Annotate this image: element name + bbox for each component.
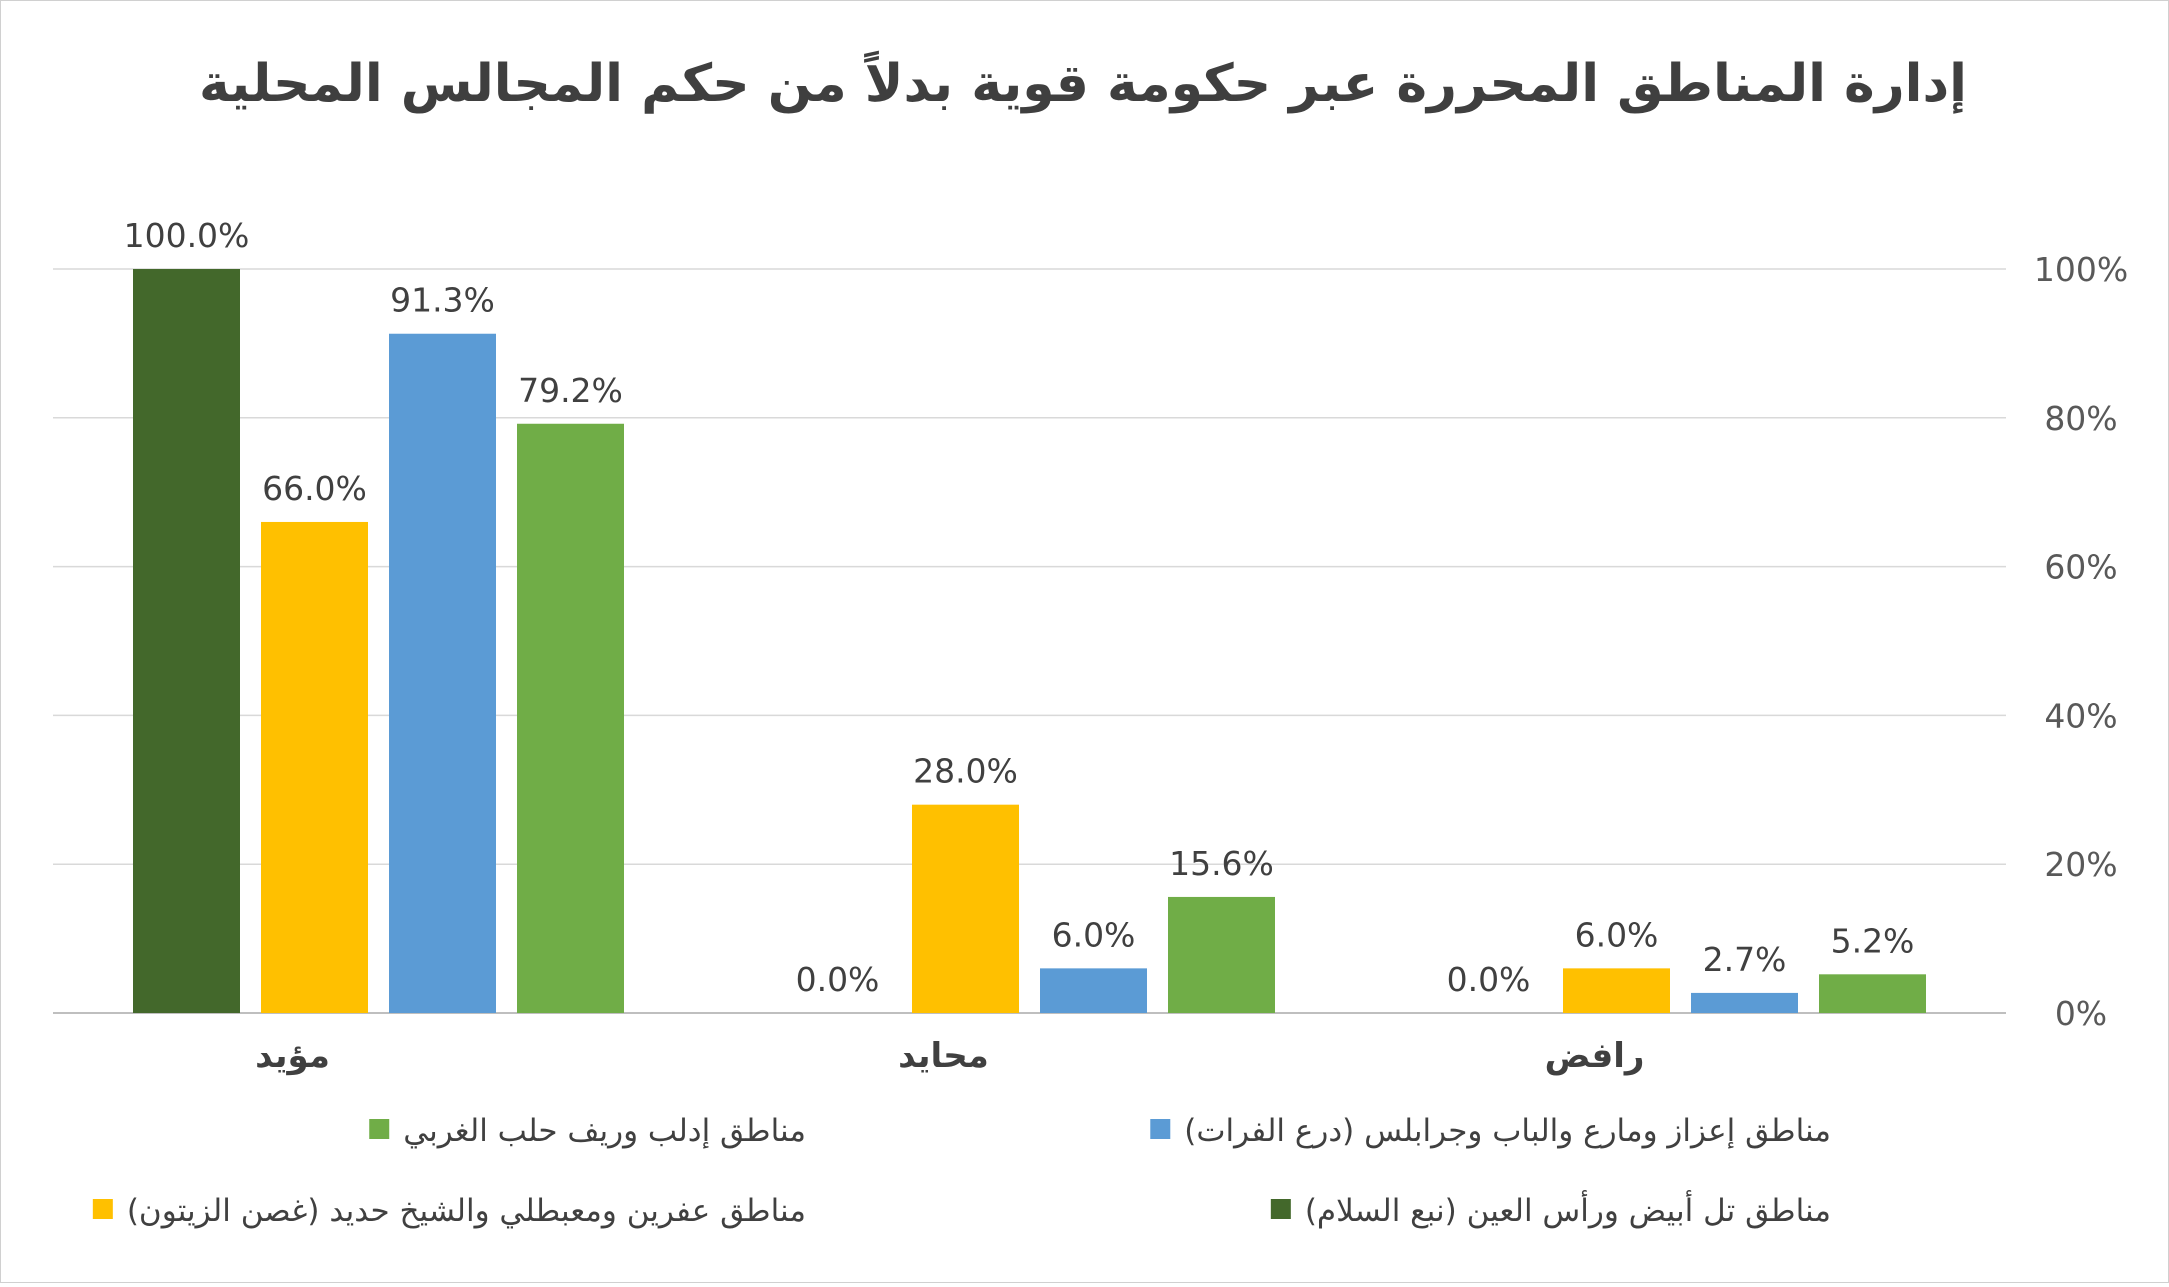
bar xyxy=(912,804,1019,1013)
data-label: 15.6% xyxy=(1169,844,1274,883)
category-label: مؤيد xyxy=(255,1036,330,1076)
data-label: 0.0% xyxy=(1447,960,1531,999)
bar xyxy=(1563,968,1670,1013)
y-tick-label: 40% xyxy=(2044,696,2117,735)
legend-swatch xyxy=(369,1119,390,1139)
legend-item: مناطق تل أبيض ورأس العين (نبع السلام) xyxy=(1270,1190,1831,1229)
y-tick-label: 20% xyxy=(2044,845,2117,884)
data-labels: 100.0% 66.0% 91.3% 79.2% 0.0% 28.0% 6.0% 15.6% 0… xyxy=(124,216,1915,999)
bar xyxy=(389,333,496,1013)
bars xyxy=(133,269,1926,1013)
bar xyxy=(517,423,624,1013)
bar xyxy=(1040,968,1147,1013)
legend-swatch xyxy=(92,1199,113,1219)
legend-item: مناطق إدلب وريف حلب الغربي xyxy=(369,1113,806,1149)
data-label: 5.2% xyxy=(1831,921,1915,960)
data-label: 6.0% xyxy=(1052,915,1136,954)
bar xyxy=(1168,896,1275,1013)
data-label: 100.0% xyxy=(124,216,250,255)
data-label: 6.0% xyxy=(1575,915,1659,954)
data-label: 28.0% xyxy=(913,752,1018,791)
data-label: 79.2% xyxy=(518,371,623,410)
legend-label: مناطق إعزاز ومارع والباب وجرابلس (درع ال… xyxy=(1184,1113,1831,1149)
chart-title: إدارة المناطق المحررة عبر حكومة قوية بدل… xyxy=(199,50,1967,114)
data-label: 2.7% xyxy=(1703,940,1787,979)
category-labels: مؤيد محايد رافض xyxy=(255,1036,1644,1076)
category-label: محايد xyxy=(898,1036,989,1076)
legend: مناطق إعزاز ومارع والباب وجرابلس (درع ال… xyxy=(92,1113,1831,1229)
category-label: رافض xyxy=(1545,1036,1645,1076)
bar xyxy=(1819,974,1926,1013)
bar xyxy=(133,269,240,1013)
bar xyxy=(261,521,368,1013)
legend-label: مناطق تل أبيض ورأس العين (نبع السلام) xyxy=(1305,1190,1831,1229)
legend-item: مناطق عفرين ومعبطلي والشيخ حديد (غصن الز… xyxy=(92,1193,806,1229)
y-tick-label: 80% xyxy=(2044,399,2117,438)
bar xyxy=(1691,992,1798,1013)
legend-label: مناطق إدلب وريف حلب الغربي xyxy=(403,1113,806,1149)
y-tick-label: 60% xyxy=(2044,548,2117,587)
data-label: 0.0% xyxy=(796,960,880,999)
data-label: 91.3% xyxy=(390,281,495,320)
legend-item: مناطق إعزاز ومارع والباب وجرابلس (درع ال… xyxy=(1150,1113,1831,1149)
legend-swatch xyxy=(1270,1199,1291,1219)
y-axis-ticks: 0% 20% 40% 60% 80% 100% xyxy=(2034,250,2128,1033)
data-label: 66.0% xyxy=(262,469,367,508)
y-tick-label: 0% xyxy=(2055,994,2107,1033)
legend-swatch xyxy=(1150,1119,1171,1139)
y-tick-label: 100% xyxy=(2034,250,2128,289)
legend-label: مناطق عفرين ومعبطلي والشيخ حديد (غصن الز… xyxy=(127,1193,806,1229)
gridlines xyxy=(53,268,2006,1014)
